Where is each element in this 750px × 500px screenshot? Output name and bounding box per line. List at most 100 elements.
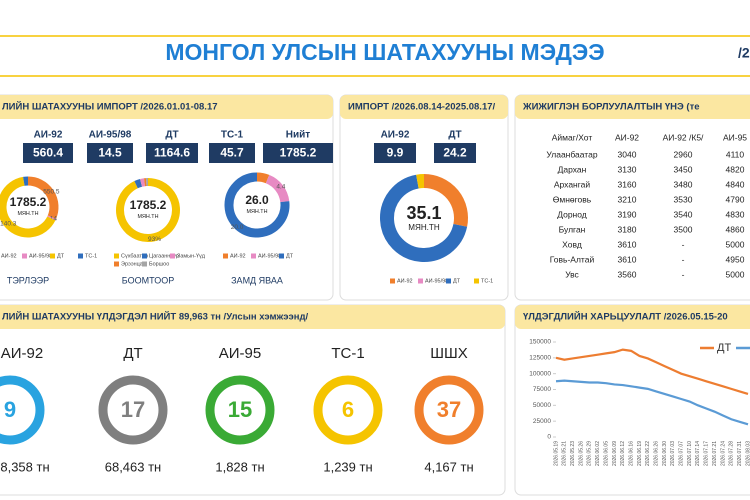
legend-label: ДТ: [57, 253, 65, 259]
page-title: МОНГОЛ УЛСЫН ШАТАХУУНЫ МЭДЭЭ: [165, 39, 604, 65]
y-tick-label: 150000: [529, 339, 551, 346]
y-tick-label: 50000: [533, 402, 551, 409]
table-cell: 3180: [618, 224, 637, 234]
table-cell: Архангай: [554, 179, 591, 189]
table-cell: 3210: [618, 194, 637, 204]
ring: [414, 375, 484, 445]
table-cell: Дархан: [558, 164, 587, 174]
donut-center-value: 1785.2: [10, 195, 47, 209]
legend-label: ТС-1: [481, 278, 493, 284]
value-box: [209, 143, 255, 163]
legend-label: ТС-1: [85, 253, 97, 259]
panel-title: ЖИЖИГЛЭН БОРЛУУЛАЛТЫН ҮНЭ (те: [522, 102, 700, 113]
value-box: [374, 143, 416, 163]
ring-value: 9: [4, 397, 16, 422]
legend-swatch: [50, 253, 55, 259]
panel-title: ЛИЙН ШАТАХУУНЫ ҮЛДЭГДЭЛ НИЙТ 89,963 тн /…: [2, 311, 308, 323]
column-label: АИ-92: [34, 130, 63, 141]
table-cell: 4830: [726, 209, 745, 219]
ring-value: 37: [437, 397, 461, 422]
donut-center-unit: МЯН.ТН: [138, 214, 159, 220]
legend-label: ДТ: [453, 278, 461, 284]
ring-value: 17: [121, 397, 145, 422]
donut-caption: ТЭРЛЭЭР: [7, 275, 49, 285]
ring: [0, 375, 45, 445]
table-header: АИ-92 /К5/: [663, 132, 704, 142]
x-tick-label: 2026.07.03: [670, 441, 676, 466]
ring-label: ШШХ: [430, 345, 468, 362]
donut-segment: [224, 172, 290, 238]
ring-label: ТС-1: [331, 345, 364, 362]
column-label: АИ-95/98: [89, 130, 132, 141]
panel-title: ҮЛДЭГДЛИЙН ХАРЬЦУУЛАЛТ /2026.05.15-20: [523, 311, 728, 323]
ring-amount: 1,239 тн: [323, 459, 372, 474]
line-series: [555, 379, 749, 426]
x-tick-label: 2026.06.09: [612, 441, 618, 466]
legend-swatch: [142, 261, 147, 267]
legend-swatch: [170, 253, 175, 259]
donut-center-value: 35.1: [406, 203, 441, 223]
x-tick-label: 2026.05.26: [578, 441, 584, 466]
legend-label: Боршоо: [149, 261, 169, 267]
table-cell: Дорнод: [557, 209, 587, 219]
legend-label: АИ-92: [1, 253, 17, 259]
panel-title: ИМПОРТ /2026.08.14-2025.08.17/: [348, 102, 496, 113]
table-cell: 4840: [726, 179, 745, 189]
table-cell: 4950: [726, 254, 745, 264]
y-tick-label: 0: [547, 434, 551, 441]
legend-swatch: [279, 253, 284, 259]
x-tick-label: 2026.06.30: [662, 441, 668, 466]
panel: [339, 94, 509, 301]
legend-label: АИ-92: [397, 278, 413, 284]
panel-header: [515, 305, 750, 329]
value-box: [87, 143, 133, 163]
ring-label: АИ-92: [1, 345, 43, 362]
table-cell: 4790: [726, 194, 745, 204]
column-label: ДТ: [165, 130, 178, 141]
table-cell: 3450: [674, 164, 693, 174]
segment-label: 4.4: [276, 184, 285, 191]
table-cell: 5000: [726, 239, 745, 249]
column-label: ТС-1: [221, 130, 244, 141]
x-tick-label: 2026.07.28: [729, 441, 735, 466]
legend-swatch: [390, 278, 395, 284]
table-cell: 4820: [726, 164, 745, 174]
column-label: АИ-92: [381, 130, 410, 141]
ring-amount: 1,828 тн: [215, 459, 264, 474]
y-tick-label: 75000: [533, 386, 551, 393]
y-tick-label: 25000: [533, 418, 551, 425]
legend-label: Замын-Үүд: [177, 253, 206, 259]
table-cell: Увс: [565, 269, 579, 279]
panel-header: [340, 95, 508, 119]
table-cell: 3040: [618, 149, 637, 159]
x-tick-label: 2026.07.07: [679, 441, 685, 466]
table-header: АИ-95: [723, 132, 747, 142]
legend-label: Цагааннуур: [149, 253, 179, 259]
table-cell: 3610: [618, 239, 637, 249]
table-cell: 3500: [674, 224, 693, 234]
legend-swatch: [114, 261, 119, 267]
legend-swatch: [22, 253, 27, 259]
legend-swatch: [251, 253, 256, 259]
ring: [205, 375, 275, 445]
table-cell: -: [682, 239, 685, 249]
ring-value: 6: [342, 397, 354, 422]
x-tick-label: 2026.08.03: [745, 441, 750, 466]
donut-center-value: 1785.2: [130, 198, 167, 212]
value-box-text: 1164.6: [154, 146, 190, 160]
x-tick-label: 2026.07.14: [695, 441, 701, 466]
table-cell: 5000: [726, 269, 745, 279]
donut-segment: [27, 176, 59, 220]
value-box-text: 24.2: [443, 146, 467, 160]
x-tick-label: 2026.05.21: [562, 441, 568, 466]
table-cell: Говь-Алтай: [550, 254, 595, 264]
table-cell: Булган: [559, 224, 586, 234]
table-cell: -: [682, 254, 685, 264]
table-cell: Өмнөговь: [553, 194, 592, 204]
legend-label: АИ-95/98: [29, 253, 52, 259]
x-tick-label: 2026.07.17: [704, 441, 710, 466]
panel-header: [0, 95, 333, 119]
ring: [98, 375, 168, 445]
legend-swatch: [114, 253, 119, 259]
panel-title: ЛИЙН ШАТАХУУНЫ ИМПОРТ /2026.01.01-08.17: [2, 101, 218, 113]
